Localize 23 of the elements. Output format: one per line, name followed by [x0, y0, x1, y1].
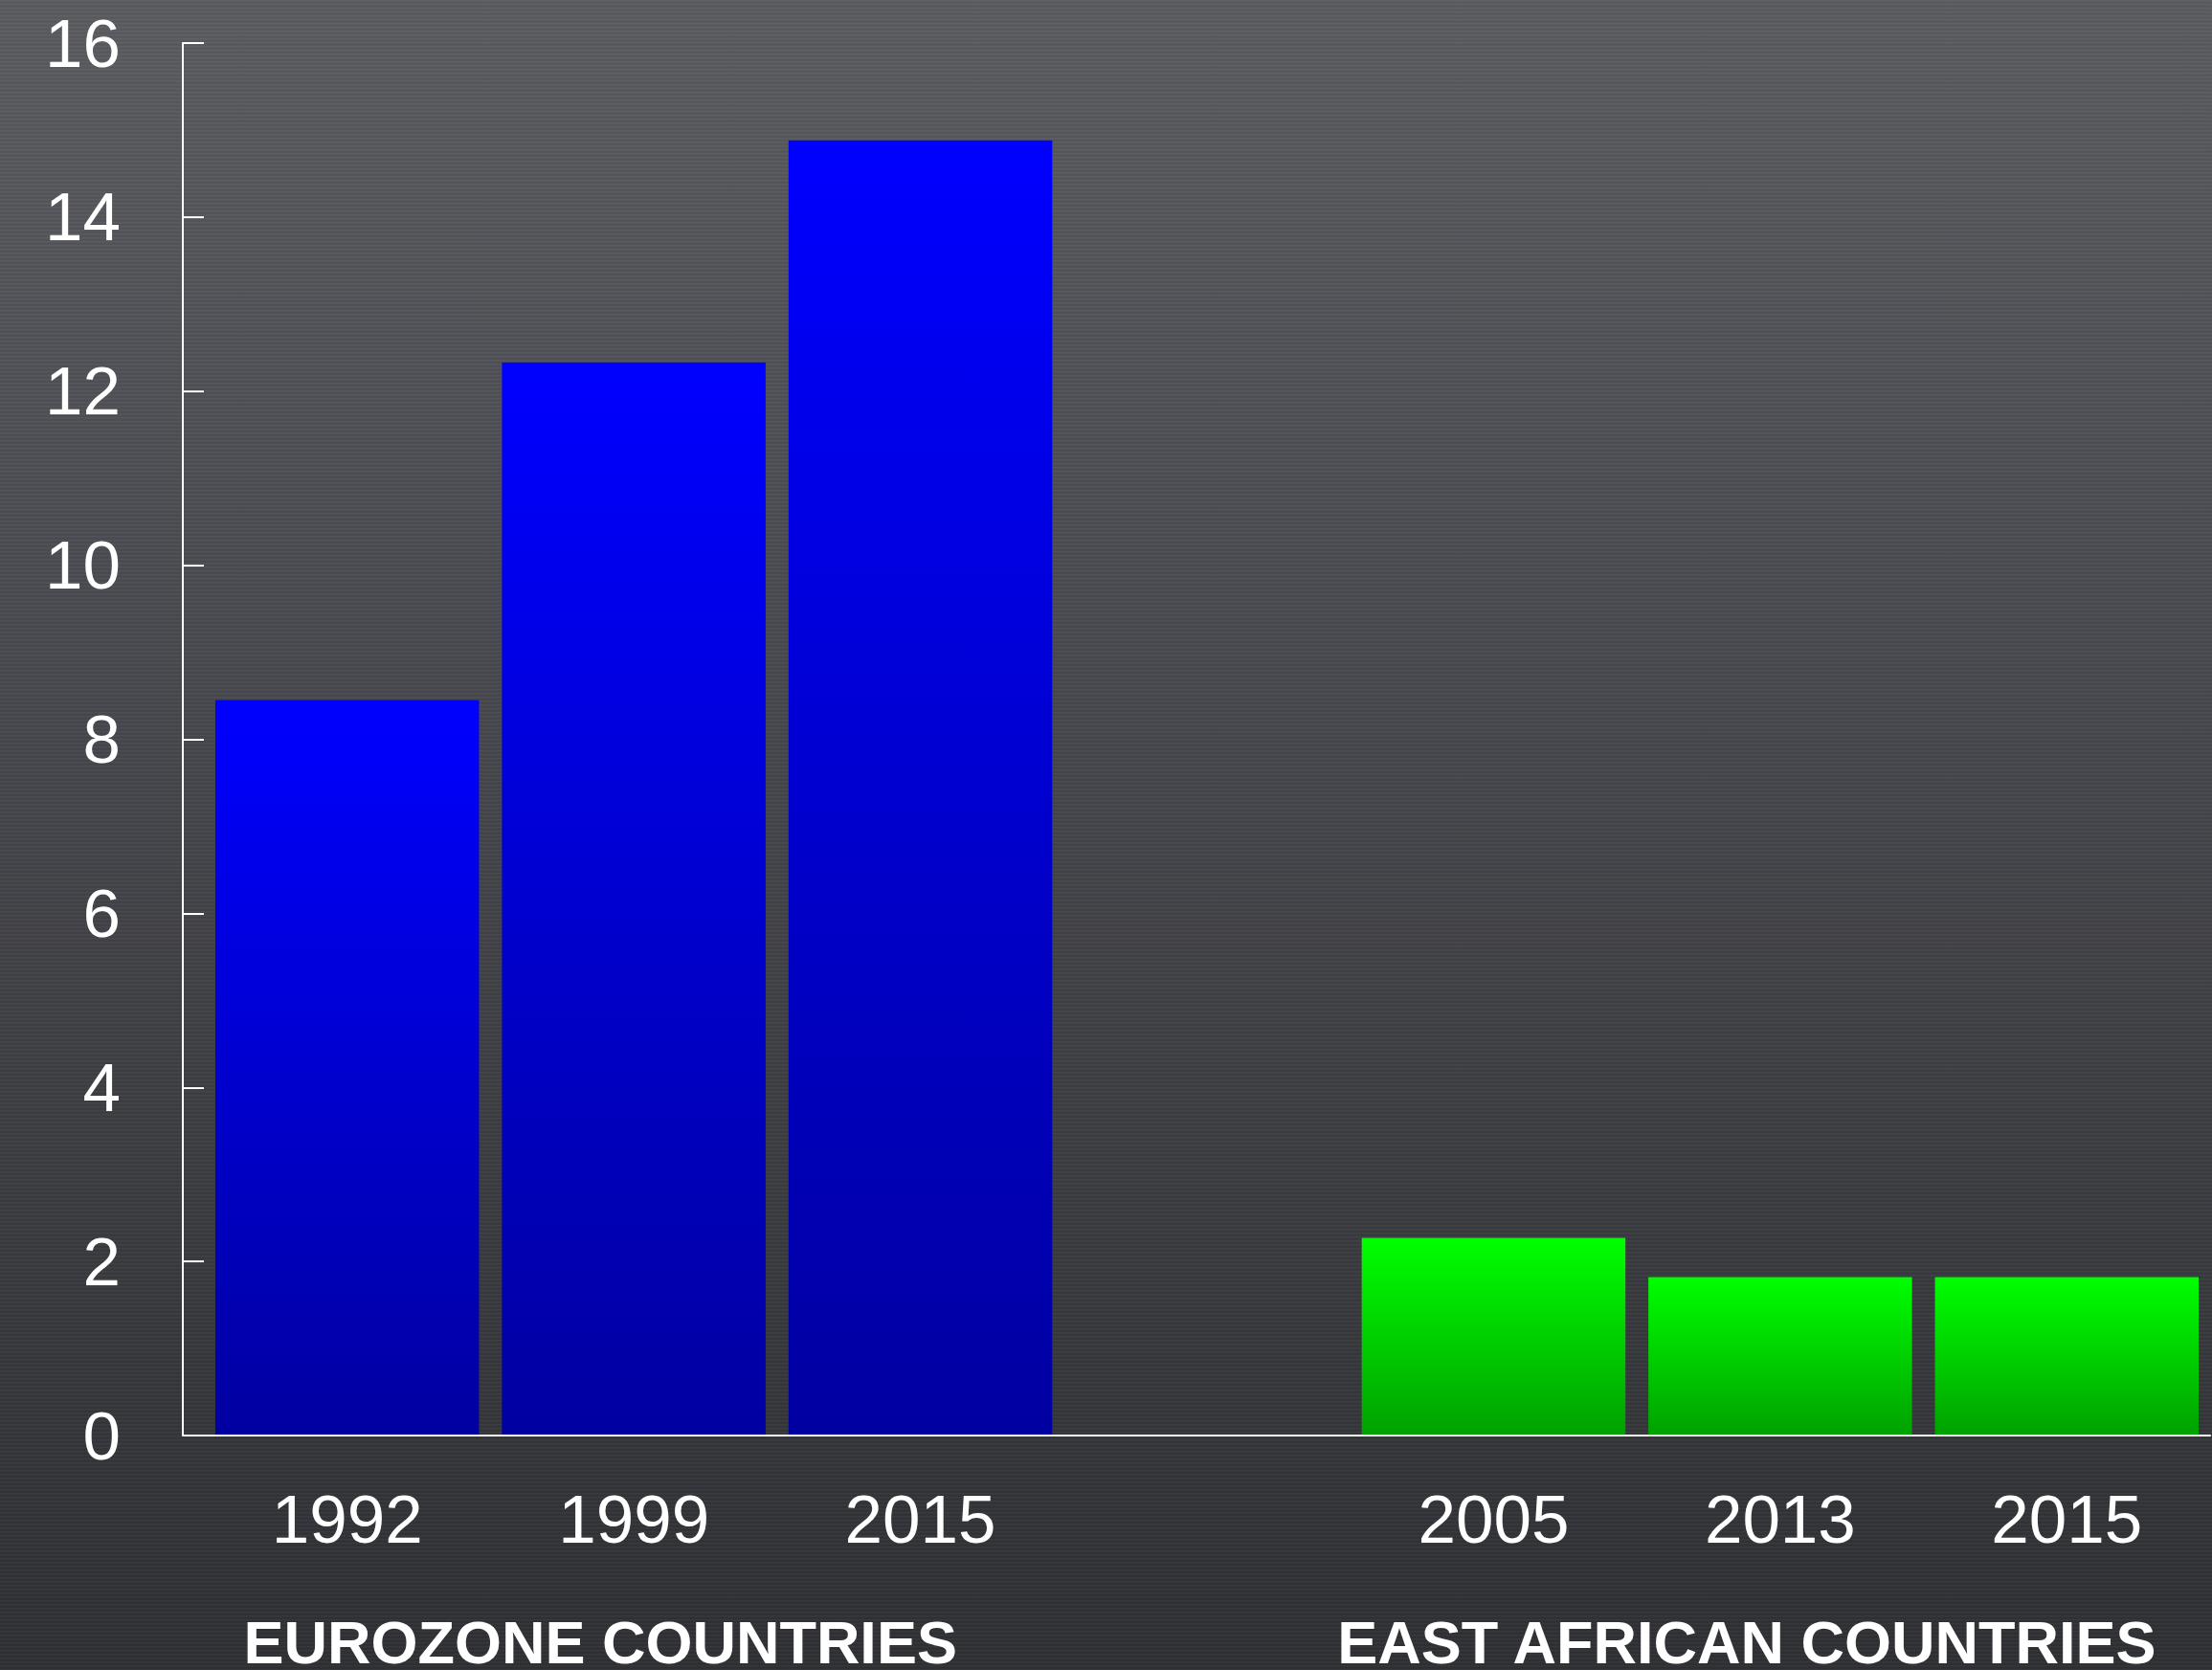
- y-tick-label: 16: [45, 5, 121, 81]
- y-tick-label: 10: [45, 527, 121, 604]
- text: EUROZONE COUNTRIES: [243, 1609, 957, 1670]
- text: EAST AFRICAN COUNTRIES: [1337, 1609, 2156, 1670]
- y-tick-label: 12: [45, 353, 121, 430]
- bar: [214, 700, 480, 1436]
- x-tick-label: 2015: [1991, 1481, 2143, 1557]
- bar: [502, 362, 766, 1436]
- bar: [1648, 1277, 1912, 1436]
- x-tick-label: 2015: [844, 1481, 996, 1557]
- x-tick-label: 1992: [271, 1481, 423, 1557]
- y-tick-label: 14: [45, 179, 121, 256]
- y-tick-label: 8: [82, 701, 121, 777]
- x-tick-label: 2013: [1704, 1481, 1856, 1557]
- y-tick-label: 6: [82, 875, 121, 951]
- bar: [788, 140, 1053, 1436]
- bar: [1361, 1237, 1626, 1436]
- x-tick-label: 1999: [558, 1481, 710, 1557]
- y-tick-label: 4: [82, 1049, 121, 1125]
- y-tick-label: 0: [82, 1397, 121, 1474]
- x-tick-label: 2005: [1418, 1481, 1570, 1557]
- y-tick-label: 2: [82, 1223, 121, 1300]
- bar: [1934, 1277, 2200, 1436]
